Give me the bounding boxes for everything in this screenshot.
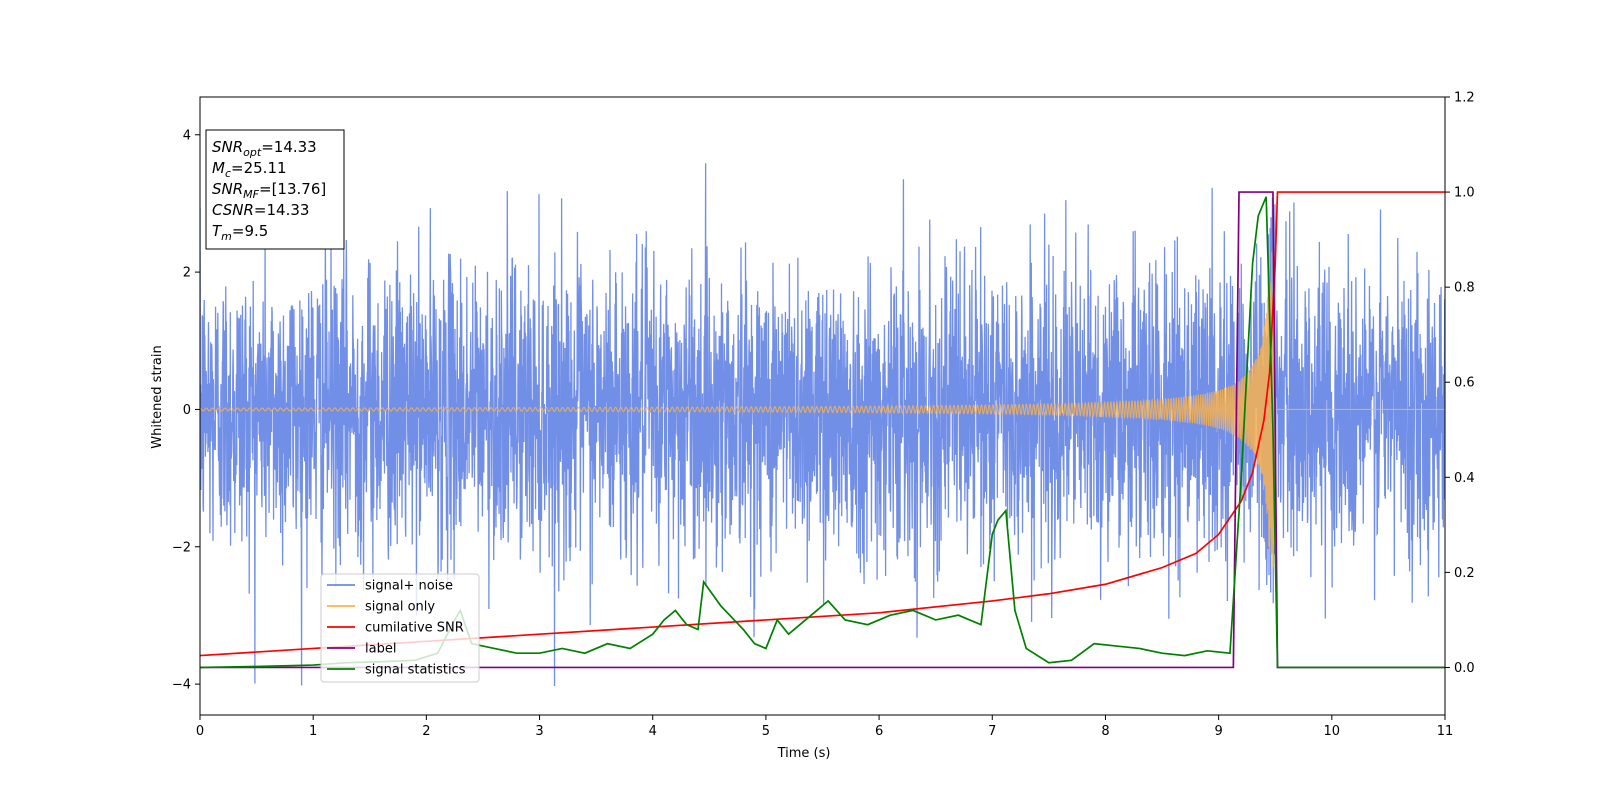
legend: signal+ noise signal only cumilative SNR la…	[320, 573, 480, 683]
x-tick-label: 3	[535, 724, 543, 739]
legend-entry-label: signal+ noise	[365, 579, 453, 594]
legend-entry-label: signal statistics	[365, 663, 466, 678]
annotation-subscript: opt	[243, 146, 262, 159]
y2-tick-label: 0.2	[1454, 566, 1475, 581]
annotation-subscript: MF	[243, 188, 259, 201]
x-tick-label: 8	[1101, 724, 1109, 739]
annotation-symbol: SNR	[212, 180, 243, 198]
annotation-symbol: CSNR	[212, 201, 254, 219]
y-tick-label: −4	[172, 678, 191, 693]
y2-tick-label: 0.6	[1454, 376, 1475, 391]
annotation-frame	[205, 129, 345, 250]
legend-frame	[320, 573, 480, 683]
x-tick-label: 9	[1214, 724, 1222, 739]
annotation-symbol: M	[212, 159, 225, 177]
axes-frame	[199, 96, 1446, 716]
x-tick-label: 6	[875, 724, 883, 739]
x-tick-label: 7	[988, 724, 996, 739]
y2-tick-label: 1.2	[1454, 91, 1475, 106]
x-axis: 0 1 2 3 4 5 6 7 8 9 10 11	[196, 715, 1453, 739]
annotation-line: Tm=9.5	[212, 222, 268, 243]
x-tick-label: 5	[762, 724, 770, 739]
x-tick-label: 2	[422, 724, 430, 739]
annotation-value: =14.33	[254, 201, 310, 219]
annotation-symbol: T	[212, 222, 223, 240]
plot-area	[200, 163, 1445, 687]
annotation-value: =[13.76]	[259, 180, 326, 198]
annotation-box: SNRopt=14.33Mc=25.11SNRMF=[13.76]CSNR=14…	[205, 129, 345, 250]
annotation-line: SNRopt=14.33	[212, 138, 317, 159]
y-tick-label: 4	[183, 128, 191, 143]
annotation-value: =14.33	[261, 138, 317, 156]
annotation-subscript: c	[225, 167, 231, 180]
y2-tick-label: 0.0	[1454, 661, 1475, 676]
y2-tick-label: 0.8	[1454, 281, 1475, 296]
annotation-symbol: SNR	[212, 138, 243, 156]
x-axis-label: Time (s)	[777, 746, 831, 761]
y-tick-label: −2	[172, 540, 191, 555]
annotation-value: =9.5	[232, 222, 268, 240]
axes-border	[199, 96, 1446, 716]
y-tick-label: 2	[183, 266, 191, 281]
y-axis-right: 0.0 0.2 0.4 0.6 0.8 1.0 1.2	[1445, 91, 1475, 676]
legend-entry-label: signal only	[365, 600, 435, 615]
x-tick-label: 4	[649, 724, 657, 739]
annotation-subscript: m	[221, 230, 232, 243]
series-cumulative-snr	[200, 191, 1445, 657]
y-tick-label: 0	[183, 403, 191, 418]
y-axis-label: Whitened strain	[150, 345, 165, 448]
x-tick-label: 10	[1324, 724, 1341, 739]
annotation-line: CSNR=14.33	[212, 201, 309, 219]
series-signal-statistics	[200, 196, 1445, 669]
y2-tick-label: 0.4	[1454, 471, 1475, 486]
annotation-line: SNRMF=[13.76]	[212, 180, 326, 201]
x-tick-label: 1	[309, 724, 317, 739]
x-tick-label: 11	[1437, 724, 1454, 739]
y-axis-left: −4 −2 0 2 4	[172, 128, 200, 693]
x-tick-label: 0	[196, 724, 204, 739]
annotation-value: =25.11	[231, 159, 287, 177]
y2-tick-label: 1.0	[1454, 186, 1475, 201]
legend-entry-label: label	[365, 642, 396, 657]
legend-entry-label: cumilative SNR	[365, 621, 464, 636]
annotation-line: Mc=25.11	[212, 159, 287, 180]
